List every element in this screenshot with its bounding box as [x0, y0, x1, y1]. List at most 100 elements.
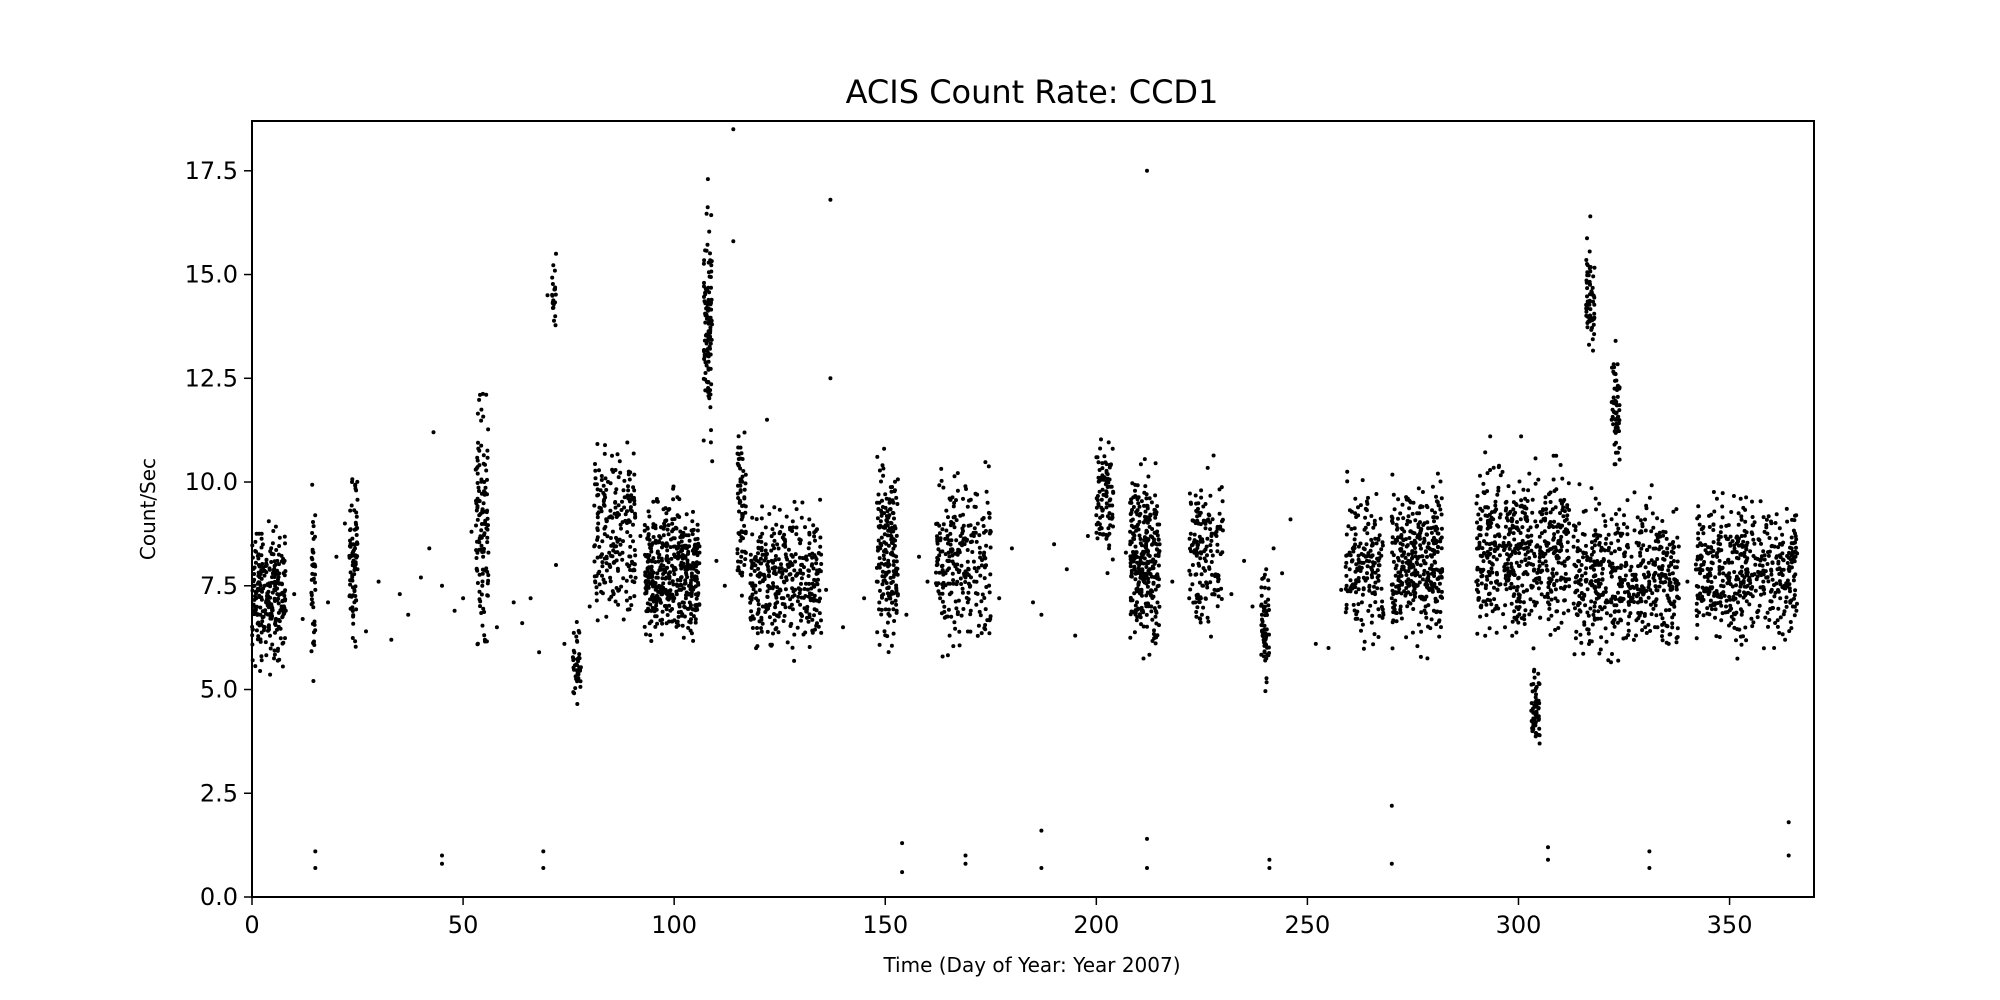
data-point — [1521, 589, 1526, 594]
data-point — [1537, 726, 1542, 731]
data-point — [1348, 578, 1353, 583]
data-point — [708, 325, 713, 330]
data-point — [1511, 568, 1515, 573]
data-point — [646, 509, 651, 514]
data-point — [681, 600, 686, 605]
data-point — [677, 587, 682, 592]
data-point — [1435, 500, 1440, 505]
data-point — [1632, 585, 1636, 590]
data-point — [1478, 517, 1483, 522]
data-point — [676, 514, 681, 519]
data-point — [1411, 607, 1416, 611]
data-point — [1098, 446, 1103, 451]
data-point — [1598, 562, 1603, 567]
data-point — [666, 597, 671, 602]
data-point — [350, 477, 355, 482]
data-point — [348, 570, 353, 575]
data-point — [1713, 575, 1718, 580]
data-point — [1390, 519, 1394, 523]
data-point — [607, 550, 612, 555]
data-point — [701, 376, 706, 381]
data-point — [740, 549, 745, 554]
data-point — [1134, 618, 1139, 623]
data-point — [1523, 552, 1528, 557]
data-point — [660, 576, 665, 581]
data-point — [689, 590, 694, 595]
data-point — [1610, 399, 1615, 404]
data-point — [793, 559, 798, 564]
data-point — [816, 551, 821, 556]
data-point — [1355, 616, 1360, 621]
data-point — [879, 535, 884, 540]
data-point — [615, 537, 620, 542]
data-point — [693, 617, 698, 622]
data-point — [764, 603, 769, 607]
data-point — [1784, 595, 1789, 600]
data-point — [1131, 505, 1136, 509]
data-point — [1343, 610, 1348, 615]
data-point — [1128, 529, 1133, 534]
data-point — [1147, 554, 1152, 558]
data-point — [1418, 654, 1423, 659]
data-point — [743, 550, 748, 555]
data-point — [974, 569, 979, 574]
data-point — [353, 483, 358, 488]
data-point — [1129, 571, 1134, 576]
data-point — [883, 492, 888, 497]
data-point — [1587, 249, 1592, 254]
data-point — [760, 504, 765, 509]
data-point — [1542, 594, 1547, 599]
data-point — [691, 527, 696, 532]
data-point — [1533, 519, 1538, 524]
data-point — [1614, 417, 1619, 422]
data-point — [311, 550, 316, 555]
data-point — [1141, 549, 1146, 554]
data-point — [486, 573, 491, 578]
data-point — [1577, 608, 1582, 613]
data-point — [1489, 580, 1493, 585]
data-point — [1438, 539, 1443, 544]
data-point — [262, 625, 267, 630]
data-point — [1617, 546, 1621, 551]
data-point — [1498, 473, 1503, 478]
data-point — [1369, 537, 1374, 542]
data-point — [890, 498, 895, 503]
data-point — [275, 592, 280, 597]
data-point — [484, 509, 489, 514]
data-point — [1141, 624, 1146, 629]
data-point — [1209, 634, 1213, 639]
data-point — [1523, 505, 1528, 510]
data-point — [485, 477, 489, 482]
data-point — [1610, 594, 1615, 599]
data-point — [737, 532, 742, 537]
data-point — [1393, 573, 1398, 578]
data-point — [628, 574, 633, 579]
data-point — [1419, 610, 1424, 615]
data-point — [1399, 526, 1404, 531]
data-point — [1420, 577, 1425, 582]
data-point — [1377, 533, 1382, 538]
data-point — [1504, 499, 1509, 504]
data-point — [987, 590, 992, 595]
data-point — [1488, 598, 1493, 603]
data-point — [267, 567, 272, 572]
data-point — [651, 556, 656, 561]
data-point — [948, 581, 953, 586]
data-point — [1214, 529, 1219, 534]
data-point — [950, 547, 955, 552]
data-point — [608, 514, 613, 519]
data-point — [1592, 315, 1597, 320]
data-point — [1196, 543, 1200, 547]
data-point — [1390, 535, 1395, 540]
data-point — [1262, 604, 1267, 609]
data-point — [1413, 594, 1417, 599]
data-point — [749, 597, 754, 602]
data-point — [665, 613, 670, 617]
data-point — [759, 626, 763, 631]
data-point — [1475, 536, 1480, 541]
data-point — [575, 639, 580, 644]
data-point — [790, 519, 795, 524]
data-point — [1152, 530, 1157, 535]
data-point — [1142, 503, 1146, 508]
data-point — [1421, 572, 1426, 577]
